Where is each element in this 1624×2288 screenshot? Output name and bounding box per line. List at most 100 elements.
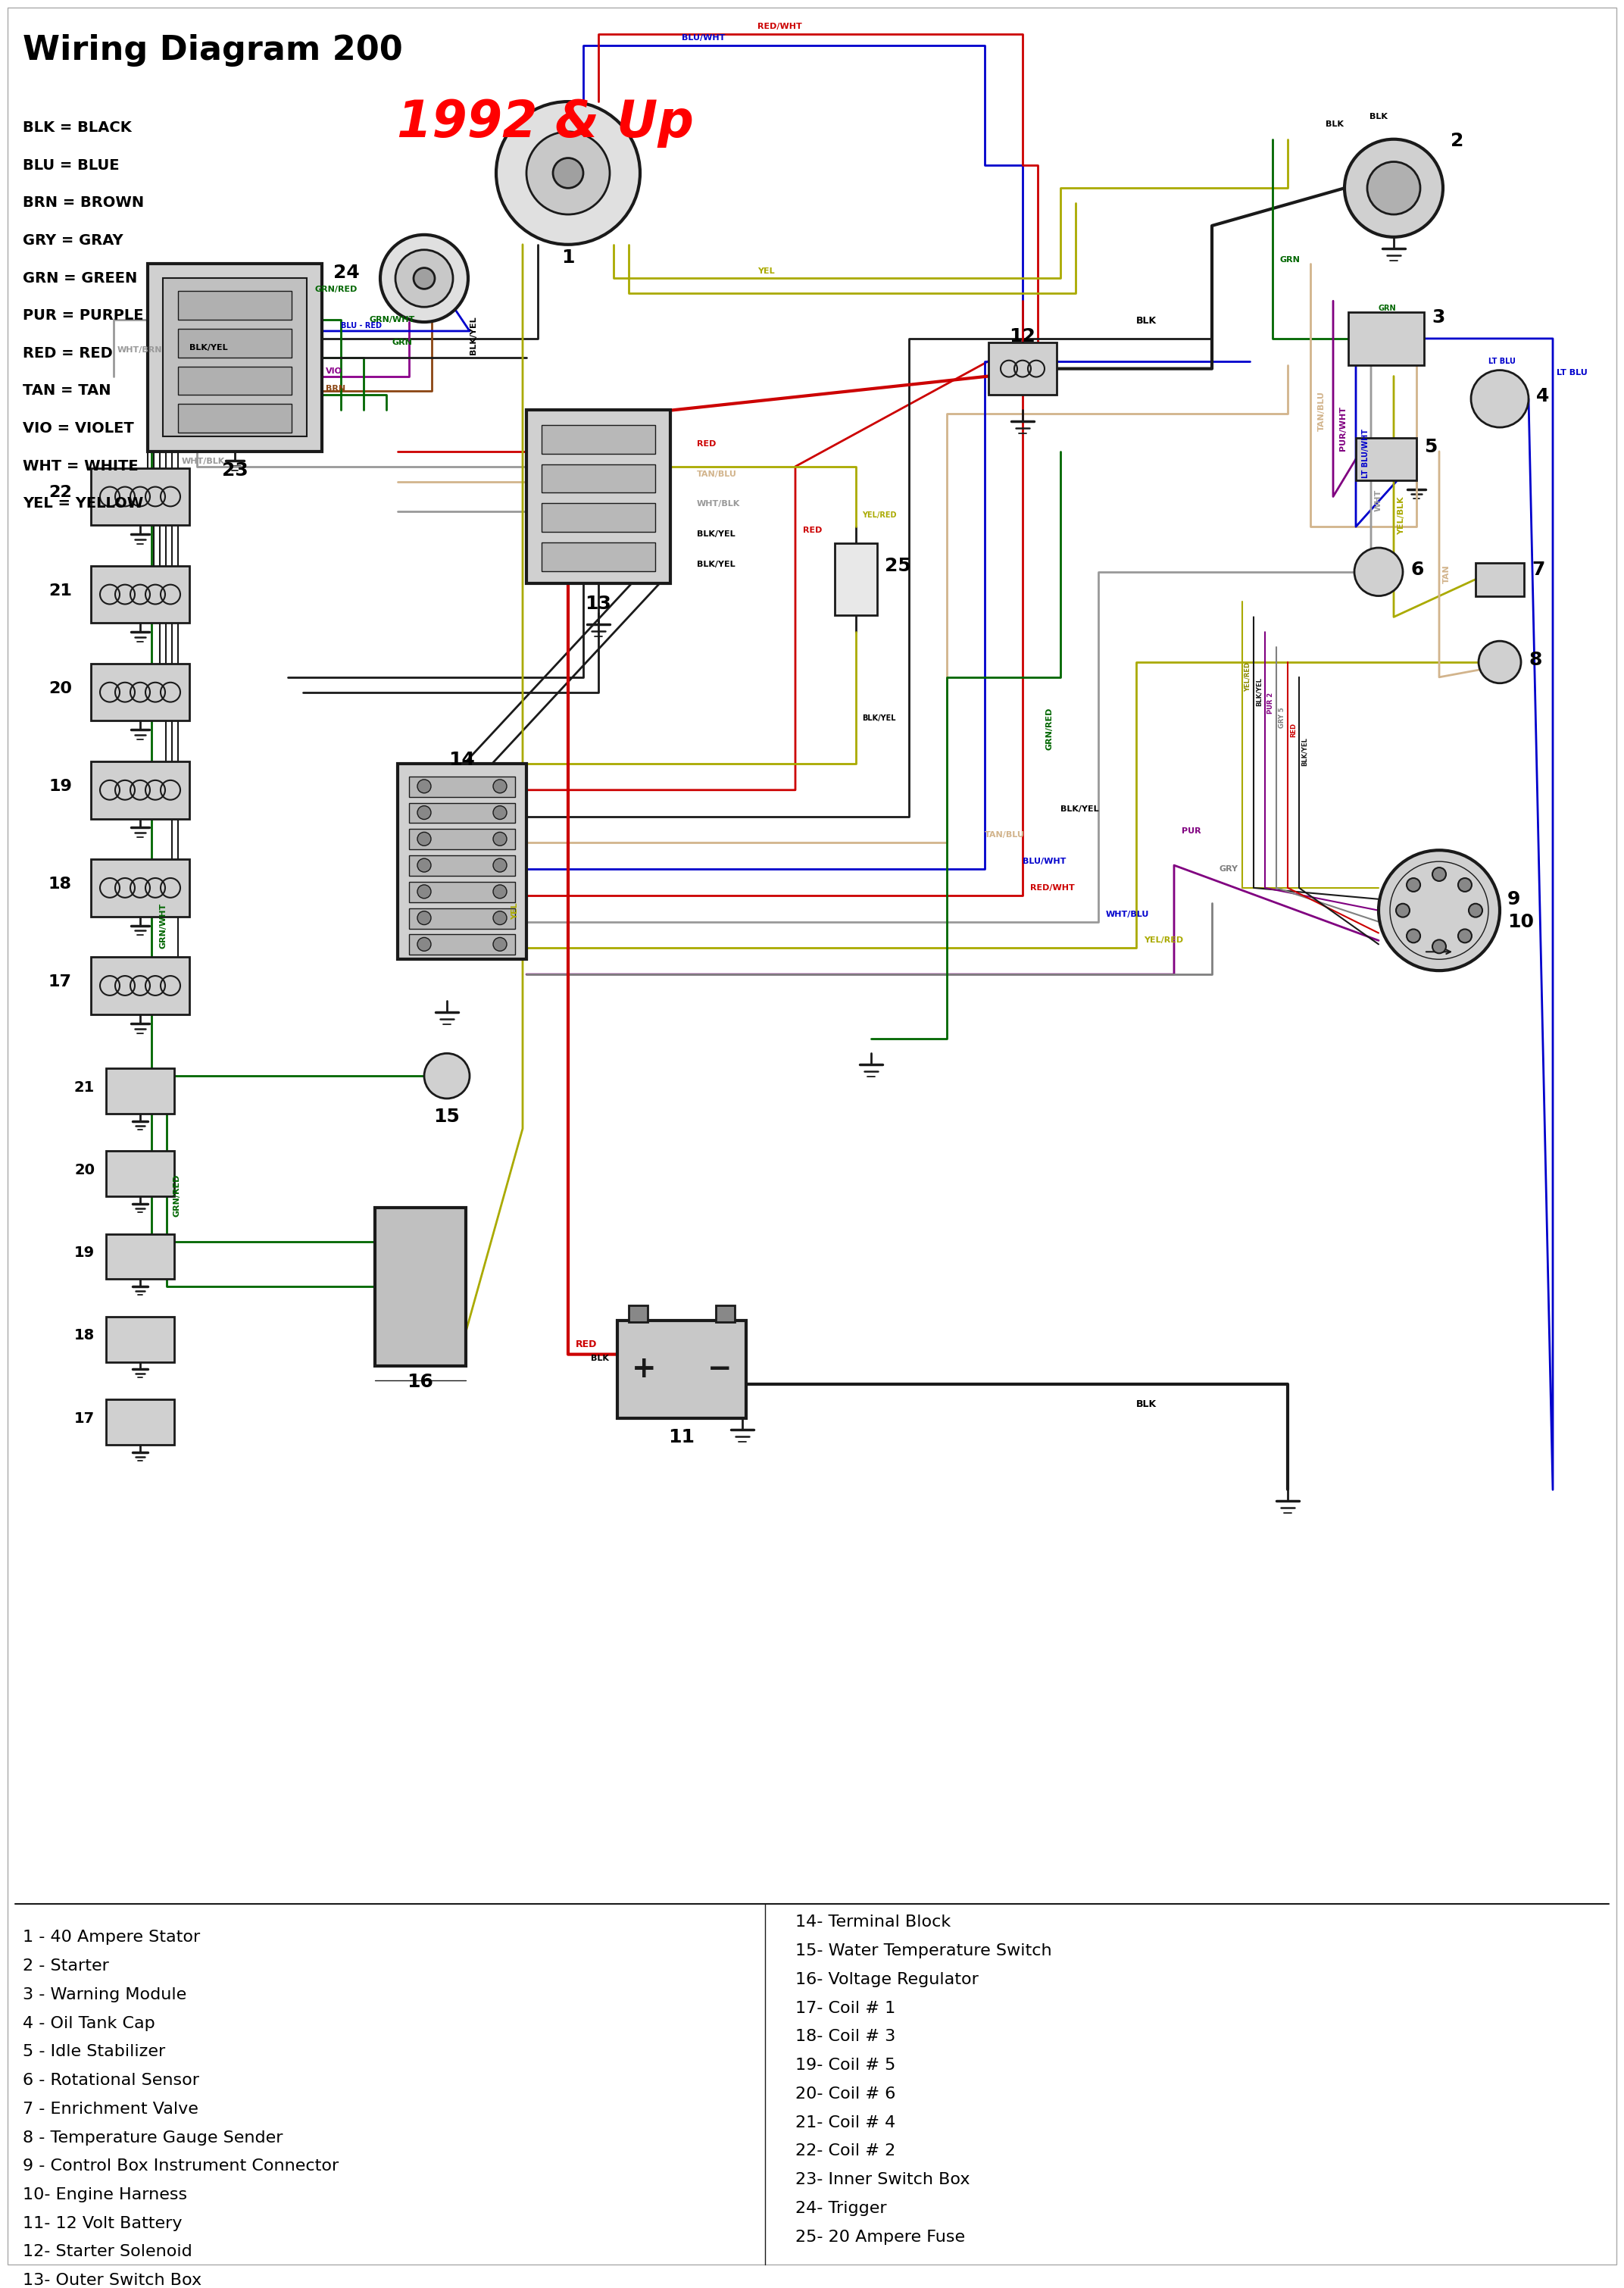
Text: 24: 24 — [333, 263, 361, 281]
Text: TAN/BLU: TAN/BLU — [697, 471, 737, 478]
Text: 13- Outer Switch Box: 13- Outer Switch Box — [23, 2272, 201, 2288]
Text: BLK/YEL: BLK/YEL — [190, 343, 227, 352]
Bar — [628, 1306, 648, 1322]
Text: WHT/BRN: WHT/BRN — [117, 345, 162, 355]
Text: 16- Voltage Regulator: 16- Voltage Regulator — [796, 1972, 979, 1988]
Circle shape — [1458, 929, 1471, 943]
Text: 19- Coil # 5: 19- Coil # 5 — [796, 2057, 895, 2073]
Text: GRY 5: GRY 5 — [1278, 707, 1286, 728]
Bar — [409, 881, 515, 901]
Bar — [409, 908, 515, 929]
Text: YEL/BLK: YEL/BLK — [1398, 496, 1405, 535]
Text: BLU = BLUE: BLU = BLUE — [23, 158, 119, 172]
Text: GRN: GRN — [393, 339, 412, 345]
Text: BRN = BROWN: BRN = BROWN — [23, 197, 145, 210]
Bar — [989, 343, 1057, 396]
Bar — [541, 464, 654, 492]
Text: 11: 11 — [669, 1428, 695, 1446]
Bar — [541, 503, 654, 531]
Circle shape — [414, 268, 435, 288]
Bar — [179, 405, 292, 432]
Circle shape — [1458, 879, 1471, 892]
Bar — [835, 542, 877, 615]
Text: BLK: BLK — [591, 1354, 609, 1361]
Text: WHT/BLK: WHT/BLK — [697, 501, 741, 508]
Text: TAN: TAN — [1444, 565, 1450, 583]
Bar — [179, 366, 292, 396]
Bar — [1356, 437, 1416, 480]
Circle shape — [417, 833, 430, 847]
Circle shape — [395, 249, 453, 307]
Text: Wiring Diagram 200: Wiring Diagram 200 — [23, 34, 403, 66]
Text: 15- Water Temperature Switch: 15- Water Temperature Switch — [796, 1943, 1052, 1959]
Text: 3 - Warning Module: 3 - Warning Module — [23, 1986, 187, 2002]
Bar — [375, 1208, 466, 1366]
Bar — [91, 565, 190, 622]
Bar — [106, 1068, 174, 1114]
Text: YEL: YEL — [512, 904, 518, 920]
Circle shape — [417, 885, 430, 899]
Text: 20- Coil # 6: 20- Coil # 6 — [796, 2087, 895, 2103]
Text: RED/WHT: RED/WHT — [757, 23, 802, 30]
Circle shape — [1354, 547, 1403, 595]
Text: LT BLU/WHT: LT BLU/WHT — [1363, 428, 1369, 478]
Text: GRY = GRAY: GRY = GRAY — [23, 233, 123, 247]
Bar — [179, 329, 292, 357]
Text: 4 - Oil Tank Cap: 4 - Oil Tank Cap — [23, 2016, 154, 2032]
Text: BLU/WHT: BLU/WHT — [682, 34, 726, 41]
Circle shape — [417, 938, 430, 952]
Text: TAN/BLU: TAN/BLU — [984, 831, 1025, 840]
Text: 17: 17 — [75, 1412, 94, 1425]
Text: 11- 12 Volt Battery: 11- 12 Volt Battery — [23, 2215, 182, 2231]
Circle shape — [417, 805, 430, 819]
Bar — [1348, 311, 1424, 364]
Circle shape — [1367, 162, 1421, 215]
Text: YEL/RED: YEL/RED — [1143, 936, 1184, 945]
Text: 5: 5 — [1424, 437, 1437, 455]
Text: TAN/BLU: TAN/BLU — [1319, 391, 1325, 432]
Circle shape — [494, 885, 507, 899]
Circle shape — [1478, 641, 1522, 684]
Bar — [398, 764, 526, 959]
Text: 14- Terminal Block: 14- Terminal Block — [796, 1915, 950, 1931]
Bar — [409, 828, 515, 849]
Circle shape — [417, 780, 430, 794]
Circle shape — [1432, 940, 1445, 954]
Bar — [1476, 563, 1523, 595]
Text: TAN = TAN: TAN = TAN — [23, 384, 110, 398]
Text: GRN/WHT: GRN/WHT — [370, 316, 416, 323]
Circle shape — [1432, 867, 1445, 881]
Text: YEL/RED: YEL/RED — [862, 513, 896, 519]
Circle shape — [526, 133, 609, 215]
Text: GRN/RED: GRN/RED — [172, 1174, 180, 1217]
Bar — [409, 934, 515, 954]
Bar — [91, 860, 190, 917]
Bar — [409, 803, 515, 824]
Text: GRN: GRN — [1280, 256, 1301, 263]
Bar — [106, 1400, 174, 1444]
Text: RED: RED — [575, 1338, 598, 1350]
Circle shape — [494, 938, 507, 952]
Text: 18: 18 — [49, 876, 71, 892]
Text: 21: 21 — [75, 1080, 94, 1094]
Text: 1992 & Up: 1992 & Up — [396, 98, 693, 149]
Circle shape — [1471, 371, 1528, 428]
Text: RED: RED — [802, 526, 822, 535]
Text: RED = RED: RED = RED — [23, 345, 112, 362]
Circle shape — [494, 780, 507, 794]
Text: 15: 15 — [434, 1107, 460, 1126]
Bar — [91, 762, 190, 819]
Text: YEL: YEL — [757, 268, 775, 275]
Text: 5 - Idle Stabilizer: 5 - Idle Stabilizer — [23, 2043, 166, 2059]
Text: BLK/YEL: BLK/YEL — [1301, 737, 1309, 766]
Text: 7: 7 — [1531, 561, 1544, 579]
Text: 19: 19 — [75, 1245, 94, 1261]
Text: GRN/RED: GRN/RED — [1046, 707, 1052, 750]
Text: BLK/YEL: BLK/YEL — [697, 561, 736, 567]
Circle shape — [494, 805, 507, 819]
Circle shape — [494, 911, 507, 924]
Text: GRN/RED: GRN/RED — [315, 286, 357, 293]
Bar — [91, 664, 190, 721]
Text: 9 - Control Box Instrument Connector: 9 - Control Box Instrument Connector — [23, 2158, 339, 2174]
Text: WHT = WHITE: WHT = WHITE — [23, 460, 138, 474]
